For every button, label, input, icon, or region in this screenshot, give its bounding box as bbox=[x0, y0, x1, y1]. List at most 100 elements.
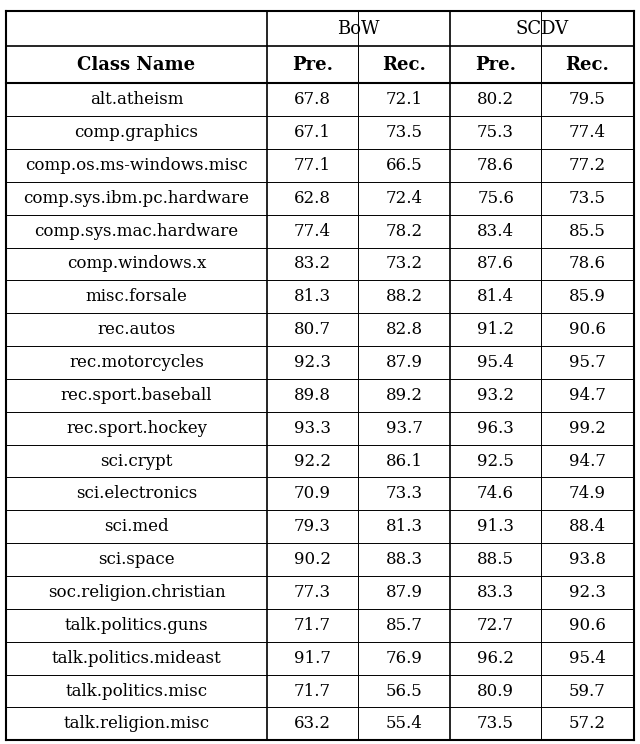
Text: 80.2: 80.2 bbox=[477, 92, 514, 108]
Text: 78.6: 78.6 bbox=[569, 255, 606, 272]
Text: 81.4: 81.4 bbox=[477, 289, 514, 305]
Text: talk.politics.misc: talk.politics.misc bbox=[65, 682, 207, 699]
Text: 72.7: 72.7 bbox=[477, 617, 514, 634]
Text: 92.5: 92.5 bbox=[477, 452, 514, 469]
Text: 95.7: 95.7 bbox=[569, 354, 606, 371]
Text: 73.5: 73.5 bbox=[477, 716, 514, 732]
Text: 91.3: 91.3 bbox=[477, 519, 514, 535]
Text: 73.5: 73.5 bbox=[569, 190, 606, 207]
Text: 73.5: 73.5 bbox=[385, 124, 422, 141]
Text: 72.1: 72.1 bbox=[385, 92, 422, 108]
Text: BoW: BoW bbox=[337, 19, 380, 38]
Text: 74.9: 74.9 bbox=[569, 485, 606, 502]
Text: 85.9: 85.9 bbox=[569, 289, 606, 305]
Text: 67.8: 67.8 bbox=[294, 92, 331, 108]
Text: alt.atheism: alt.atheism bbox=[90, 92, 183, 108]
Text: 92.2: 92.2 bbox=[294, 452, 331, 469]
Text: 81.3: 81.3 bbox=[294, 289, 331, 305]
Text: 79.5: 79.5 bbox=[569, 92, 606, 108]
Text: 80.9: 80.9 bbox=[477, 682, 514, 699]
Text: 87.9: 87.9 bbox=[385, 354, 422, 371]
Text: 87.6: 87.6 bbox=[477, 255, 514, 272]
Text: comp.os.ms-windows.misc: comp.os.ms-windows.misc bbox=[25, 157, 248, 174]
Text: 77.4: 77.4 bbox=[294, 222, 331, 240]
Text: 77.3: 77.3 bbox=[294, 584, 331, 601]
Text: 76.9: 76.9 bbox=[386, 650, 422, 667]
Text: 99.2: 99.2 bbox=[569, 420, 606, 437]
Text: 95.4: 95.4 bbox=[477, 354, 514, 371]
Text: 73.3: 73.3 bbox=[385, 485, 422, 502]
Text: 78.2: 78.2 bbox=[385, 222, 422, 240]
Text: 80.7: 80.7 bbox=[294, 321, 331, 339]
Text: comp.windows.x: comp.windows.x bbox=[67, 255, 206, 272]
Text: Class Name: Class Name bbox=[77, 56, 196, 74]
Text: 90.6: 90.6 bbox=[569, 321, 606, 339]
Text: 88.4: 88.4 bbox=[569, 519, 606, 535]
Text: Pre.: Pre. bbox=[475, 56, 516, 74]
Text: 96.3: 96.3 bbox=[477, 420, 514, 437]
Text: 88.3: 88.3 bbox=[385, 551, 422, 568]
Text: 88.2: 88.2 bbox=[385, 289, 422, 305]
Text: 93.8: 93.8 bbox=[569, 551, 606, 568]
Text: 94.7: 94.7 bbox=[569, 452, 606, 469]
Text: sci.crypt: sci.crypt bbox=[100, 452, 173, 469]
Text: 83.2: 83.2 bbox=[294, 255, 331, 272]
Text: 75.6: 75.6 bbox=[477, 190, 514, 207]
Text: 93.3: 93.3 bbox=[294, 420, 331, 437]
Text: 55.4: 55.4 bbox=[386, 716, 422, 732]
Text: 87.9: 87.9 bbox=[385, 584, 422, 601]
Text: 67.1: 67.1 bbox=[294, 124, 331, 141]
Text: rec.motorcycles: rec.motorcycles bbox=[69, 354, 204, 371]
Text: 94.7: 94.7 bbox=[569, 387, 606, 404]
Text: 71.7: 71.7 bbox=[294, 682, 331, 699]
Text: 96.2: 96.2 bbox=[477, 650, 514, 667]
Text: sci.electronics: sci.electronics bbox=[76, 485, 197, 502]
Text: 91.7: 91.7 bbox=[294, 650, 331, 667]
Text: 62.8: 62.8 bbox=[294, 190, 331, 207]
Text: 92.3: 92.3 bbox=[569, 584, 606, 601]
Text: 71.7: 71.7 bbox=[294, 617, 331, 634]
Text: 79.3: 79.3 bbox=[294, 519, 331, 535]
Text: 91.2: 91.2 bbox=[477, 321, 514, 339]
Text: 83.4: 83.4 bbox=[477, 222, 514, 240]
Text: 66.5: 66.5 bbox=[386, 157, 422, 174]
Text: 90.2: 90.2 bbox=[294, 551, 331, 568]
Text: 85.7: 85.7 bbox=[385, 617, 422, 634]
Text: sci.med: sci.med bbox=[104, 519, 169, 535]
Text: 78.6: 78.6 bbox=[477, 157, 514, 174]
Text: talk.politics.mideast: talk.politics.mideast bbox=[52, 650, 221, 667]
Text: 77.2: 77.2 bbox=[569, 157, 606, 174]
Text: 95.4: 95.4 bbox=[569, 650, 606, 667]
Text: 89.2: 89.2 bbox=[385, 387, 422, 404]
Text: 59.7: 59.7 bbox=[569, 682, 606, 699]
Text: 57.2: 57.2 bbox=[569, 716, 606, 732]
Text: 92.3: 92.3 bbox=[294, 354, 331, 371]
Text: comp.sys.ibm.pc.hardware: comp.sys.ibm.pc.hardware bbox=[24, 190, 250, 207]
Text: 75.3: 75.3 bbox=[477, 124, 514, 141]
Text: 63.2: 63.2 bbox=[294, 716, 331, 732]
Text: SCDV: SCDV bbox=[515, 19, 568, 38]
Text: misc.forsale: misc.forsale bbox=[86, 289, 188, 305]
Text: comp.sys.mac.hardware: comp.sys.mac.hardware bbox=[35, 222, 239, 240]
Text: Pre.: Pre. bbox=[292, 56, 333, 74]
Text: rec.autos: rec.autos bbox=[97, 321, 175, 339]
Text: rec.sport.hockey: rec.sport.hockey bbox=[66, 420, 207, 437]
Text: 90.6: 90.6 bbox=[569, 617, 606, 634]
Text: comp.graphics: comp.graphics bbox=[74, 124, 198, 141]
Text: 85.5: 85.5 bbox=[569, 222, 606, 240]
Text: 77.4: 77.4 bbox=[569, 124, 606, 141]
Text: Rec.: Rec. bbox=[566, 56, 609, 74]
Text: 81.3: 81.3 bbox=[385, 519, 422, 535]
Text: 73.2: 73.2 bbox=[385, 255, 422, 272]
Text: Rec.: Rec. bbox=[382, 56, 426, 74]
Text: 70.9: 70.9 bbox=[294, 485, 331, 502]
Text: 88.5: 88.5 bbox=[477, 551, 514, 568]
Text: 82.8: 82.8 bbox=[385, 321, 422, 339]
Text: 74.6: 74.6 bbox=[477, 485, 514, 502]
Text: 72.4: 72.4 bbox=[385, 190, 422, 207]
Text: 56.5: 56.5 bbox=[386, 682, 422, 699]
Text: 83.3: 83.3 bbox=[477, 584, 514, 601]
Text: 89.8: 89.8 bbox=[294, 387, 331, 404]
Text: 77.1: 77.1 bbox=[294, 157, 331, 174]
Text: rec.sport.baseball: rec.sport.baseball bbox=[61, 387, 212, 404]
